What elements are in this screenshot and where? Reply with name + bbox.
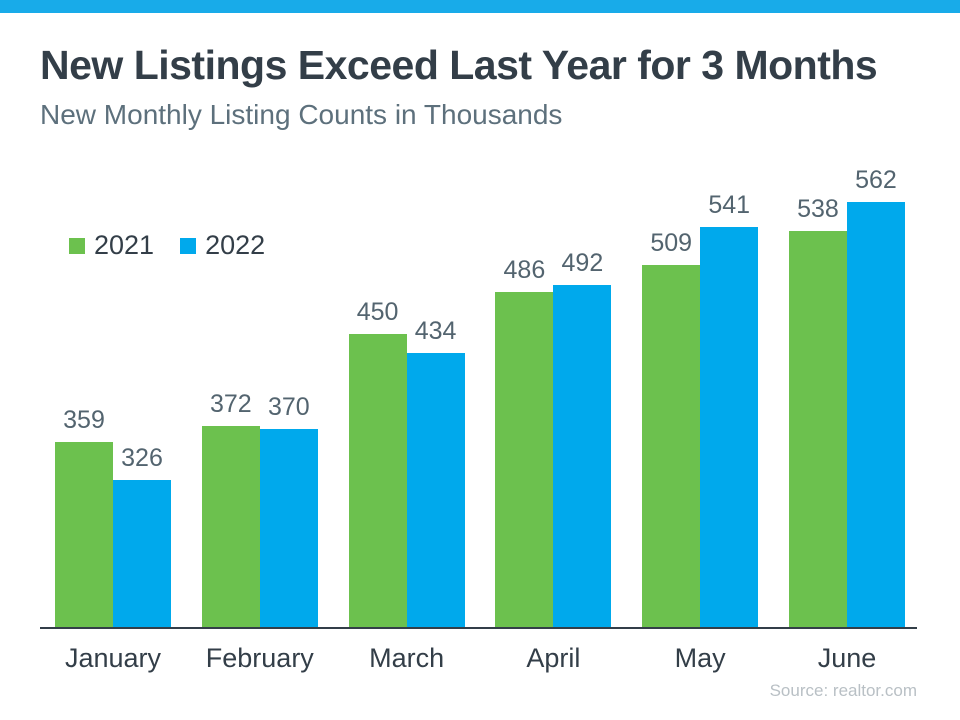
value-label-2021-june: 538 xyxy=(797,195,839,223)
x-axis-label-may: May xyxy=(674,643,726,673)
bar-chart-plot-area: 359 326 372 370 450 434 486 492 509 541 538 562 xyxy=(40,166,917,629)
value-label-2021-january: 359 xyxy=(63,406,105,434)
value-label-2022-february: 370 xyxy=(267,393,310,421)
bar-2022-may xyxy=(700,227,759,629)
bar-2021-march xyxy=(348,334,407,629)
bar-column-2022-april: 492 xyxy=(553,249,612,629)
chart-legend: 2021 2022 xyxy=(69,230,265,261)
x-axis-label-june: June xyxy=(817,643,877,673)
chart-title: New Listings Exceed Last Year for 3 Mont… xyxy=(40,42,878,88)
value-label-2022-june: 562 xyxy=(855,166,897,194)
bar-group-january: 359 326 xyxy=(55,406,171,629)
legend-swatch-2021 xyxy=(69,237,85,254)
bar-column-2021-march: 450 xyxy=(348,298,407,629)
bar-2021-may xyxy=(642,265,701,629)
bar-column-2021-february: 372 xyxy=(201,390,260,629)
value-label-2022-march: 434 xyxy=(414,317,457,345)
bar-2021-april xyxy=(495,292,554,629)
bar-column-2021-june: 538 xyxy=(788,195,847,629)
bar-2022-march xyxy=(406,353,465,629)
bar-group-may: 509 541 xyxy=(642,191,759,629)
bar-group-june: 538 562 xyxy=(788,166,905,629)
bar-column-2022-june: 562 xyxy=(846,166,905,629)
bar-2022-june xyxy=(846,202,905,629)
legend-item-2021: 2021 xyxy=(69,230,154,261)
chart-subtitle: New Monthly Listing Counts in Thousands xyxy=(40,99,563,130)
value-label-2021-february: 372 xyxy=(209,390,252,418)
bar-2021-january xyxy=(55,442,113,629)
x-axis-label-march: March xyxy=(369,643,445,673)
x-axis-line xyxy=(40,627,917,629)
value-label-2021-march: 450 xyxy=(356,298,399,326)
x-axis-labels: January February March April May June xyxy=(40,643,917,674)
top-accent-bar xyxy=(0,0,960,13)
legend-swatch-2022 xyxy=(180,237,197,254)
value-label-2021-april: 486 xyxy=(503,256,546,284)
legend-label-2022: 2022 xyxy=(205,230,266,260)
bar-column-2022-march: 434 xyxy=(406,317,465,629)
value-label-2022-april: 492 xyxy=(561,249,604,277)
legend-label-2021: 2021 xyxy=(94,230,155,260)
bar-column-2022-may: 541 xyxy=(700,191,759,629)
bar-column-2021-january: 359 xyxy=(55,406,113,629)
source-note: Source: realtor.com xyxy=(769,681,917,700)
bar-column-2022-january: 326 xyxy=(113,444,171,629)
x-axis-label-february: February xyxy=(205,643,314,673)
value-label-2021-may: 509 xyxy=(650,229,693,257)
value-label-2022-may: 541 xyxy=(708,191,751,219)
legend-item-2022: 2022 xyxy=(180,230,265,261)
bar-2021-june xyxy=(788,231,847,629)
x-axis-label-january: January xyxy=(64,643,162,673)
value-label-2022-january: 326 xyxy=(121,444,163,472)
bar-column-2021-may: 509 xyxy=(642,229,701,629)
bar-group-april: 486 492 xyxy=(495,249,612,629)
x-axis-label-april: April xyxy=(526,643,581,673)
bar-group-february: 372 370 xyxy=(201,390,318,629)
bar-2022-april xyxy=(553,285,612,629)
bar-2022-january xyxy=(113,480,171,629)
bar-column-2022-february: 370 xyxy=(259,393,318,629)
bar-column-2021-april: 486 xyxy=(495,256,554,629)
bar-2021-february xyxy=(201,426,260,629)
bar-2022-february xyxy=(259,429,318,629)
bar-group-march: 450 434 xyxy=(348,298,465,629)
